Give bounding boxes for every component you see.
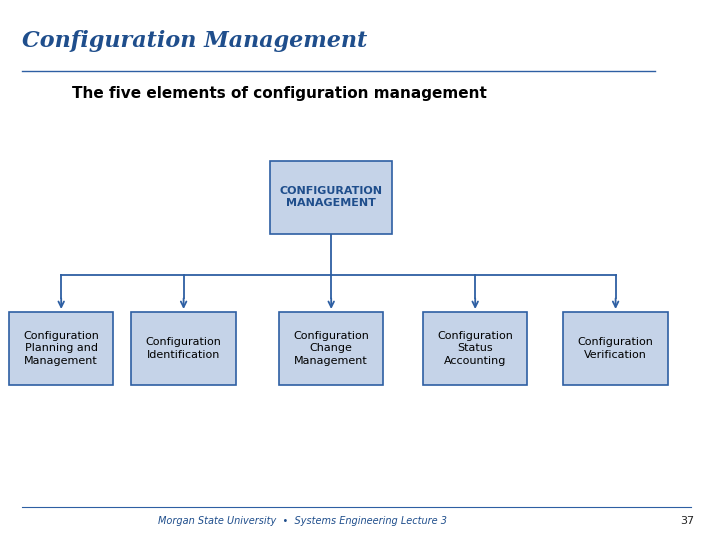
- FancyBboxPatch shape: [9, 312, 114, 384]
- Text: Configuration
Status
Accounting: Configuration Status Accounting: [437, 331, 513, 366]
- Text: Configuration
Change
Management: Configuration Change Management: [293, 331, 369, 366]
- FancyBboxPatch shape: [279, 312, 383, 384]
- FancyBboxPatch shape: [423, 312, 527, 384]
- Text: Configuration
Verification: Configuration Verification: [577, 337, 654, 360]
- FancyBboxPatch shape: [132, 312, 236, 384]
- Text: 37: 37: [680, 516, 695, 526]
- Text: The five elements of configuration management: The five elements of configuration manag…: [72, 86, 487, 102]
- Text: Configuration
Identification: Configuration Identification: [145, 337, 222, 360]
- Text: Morgan State University  •  Systems Engineering Lecture 3: Morgan State University • Systems Engine…: [158, 516, 447, 526]
- Text: CONFIGURATION
MANAGEMENT: CONFIGURATION MANAGEMENT: [279, 186, 383, 208]
- Text: Configuration
Planning and
Management: Configuration Planning and Management: [23, 331, 99, 366]
- FancyBboxPatch shape: [270, 160, 392, 233]
- FancyBboxPatch shape: [563, 312, 668, 384]
- Text: Configuration Management: Configuration Management: [22, 30, 367, 52]
